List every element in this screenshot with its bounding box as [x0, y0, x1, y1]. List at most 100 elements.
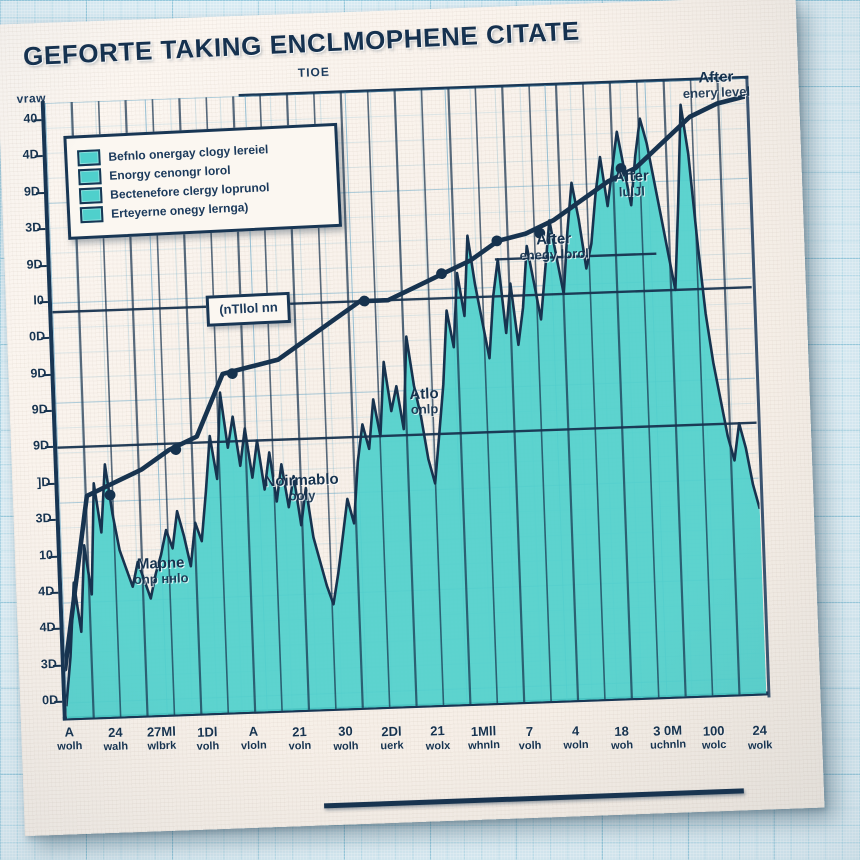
annotation-line-2: enery level — [682, 83, 751, 102]
x-tick-primary: A — [64, 724, 75, 740]
x-axis-tick-label: 100 wolc — [687, 722, 740, 754]
y-axis-tick-mark — [52, 664, 61, 667]
y-axis-tick-mark — [45, 446, 54, 449]
x-axis-tick-label: 3 0M uchnln — [641, 722, 694, 754]
annotation-after-top: After lulJl — [613, 167, 649, 200]
y-axis-tick-label: 3D — [35, 511, 52, 526]
y-axis-tick-label: 0D — [28, 329, 46, 344]
y-axis-tick-mark — [34, 155, 43, 158]
x-tick-secondary: vloln — [240, 739, 267, 753]
x-tick-secondary: uerk — [380, 739, 404, 753]
reference-line-label-text: (nTllol nn — [218, 299, 279, 318]
y-axis-tick-label: 9D — [23, 183, 41, 199]
x-tick-primary: 30 — [337, 723, 353, 740]
chart-subtitle: TIOE — [297, 64, 331, 80]
x-tick-secondary: wlbrk — [147, 739, 177, 754]
annotation-line-2: onp ннlo — [133, 570, 189, 588]
x-tick-secondary: uchnln — [649, 738, 687, 753]
x-tick-secondary: whnln — [467, 739, 501, 753]
annotation-after-early: Atlo onlp — [409, 385, 439, 418]
x-tick-primary: 100 — [702, 722, 725, 739]
x-tick-primary: 4 — [571, 723, 580, 739]
y-axis-tick-label: 4D — [39, 620, 56, 635]
x-tick-primary: 24 — [752, 722, 768, 739]
annotation-line-2: enegy lorol — [519, 245, 590, 264]
x-tick-primary: 2Dl — [381, 723, 402, 740]
annotation-line-2: ooly — [288, 487, 316, 504]
x-axis-tick-label: 4 woln — [549, 722, 602, 754]
y-axis-tick-label: 9D — [26, 256, 43, 272]
annotation-line-2: onlp — [410, 401, 439, 418]
y-axis-tick-mark — [39, 300, 48, 304]
y-axis-tick-label: 10 — [38, 547, 54, 562]
legend-swatch-icon — [78, 187, 103, 205]
y-axis-tick-mark — [43, 409, 52, 413]
legend-item-label: Erteyerne onegy lernga) — [110, 200, 249, 221]
x-tick-secondary: walh — [103, 740, 129, 754]
y-axis-tick-label: 3D — [40, 656, 58, 672]
chart-legend: Befnlo onergay clogy lereiel Enorgy ceno… — [63, 122, 343, 240]
x-axis-tick-label: 24 walh — [89, 723, 142, 755]
x-axis-tick-label: 21 wolx — [411, 723, 464, 755]
x-tick-primary: 27Ml — [146, 723, 177, 740]
y-axis-tick-label: 9D — [32, 438, 50, 453]
x-tick-secondary: wolk — [747, 738, 773, 752]
legend-swatch-icon — [77, 168, 102, 186]
x-axis-tick-label: 2Dl uerk — [365, 723, 418, 755]
x-tick-secondary: woln — [563, 739, 589, 753]
x-axis-tick-label: 21 voln — [273, 723, 326, 755]
y-axis-tick-mark — [47, 518, 56, 522]
annotation-line-2: lulJl — [618, 183, 646, 200]
annotation-mapse: Mapne onp ннlo — [133, 554, 189, 588]
y-axis-tick-label: 9D — [31, 402, 48, 417]
annotation-noticeable: Noirmablo ooly — [264, 471, 339, 506]
x-axis-tick-label: 27Ml wlbrk — [135, 723, 188, 755]
y-axis-tick-label: 3D — [25, 220, 42, 235]
x-tick-primary: A — [248, 723, 259, 740]
legend-swatch-icon — [77, 149, 101, 167]
chart-sheet-wrapper: GEFORTE TAKING ENCLMOPHENE CITATE TIOE v… — [0, 0, 825, 837]
x-axis-tick-label: 1Mll whnln — [457, 723, 510, 755]
x-axis-tick-label: 18 woh — [595, 722, 648, 754]
legend-swatch-icon — [79, 206, 104, 224]
annotation-after-energy-level-top: After enery level — [682, 68, 751, 103]
y-axis-tick-mark — [38, 264, 47, 267]
y-axis-tick-mark — [41, 337, 50, 340]
x-tick-secondary: woh — [610, 739, 634, 752]
x-axis-tick-label: 24 wolk — [733, 722, 786, 754]
x-tick-primary: 7 — [525, 723, 534, 739]
x-tick-primary: 24 — [107, 724, 123, 740]
y-axis-tick-mark — [37, 228, 46, 231]
y-axis-tick-label: 0D — [41, 692, 59, 708]
y-axis-tick-label: 4D — [22, 147, 39, 163]
x-tick-secondary: wolx — [425, 739, 451, 753]
x-tick-secondary: wolh — [57, 740, 83, 754]
y-axis-tick-label: 40 — [23, 111, 38, 126]
y-axis-tick-label: ]D — [36, 474, 51, 490]
x-tick-primary: 21 — [430, 723, 446, 739]
x-tick-primary: 18 — [614, 723, 630, 739]
y-axis-tick-mark — [51, 627, 60, 631]
y-axis-tick-label: l0 — [33, 292, 45, 308]
x-tick-secondary: wolh — [333, 739, 359, 753]
x-tick-primary: 3 0M — [652, 722, 683, 739]
y-axis-tick-label: 9D — [30, 365, 47, 381]
chart-paper-sheet: GEFORTE TAKING ENCLMOPHENE CITATE TIOE v… — [0, 0, 825, 837]
x-tick-secondary: wolc — [701, 738, 727, 752]
legend-item-label: Enorgy cenongr lorol — [108, 163, 231, 183]
x-axis-tick-label: 30 wolh — [319, 723, 372, 755]
x-tick-secondary: volh — [518, 739, 542, 753]
x-tick-secondary: volh — [196, 740, 220, 753]
x-axis-tick-label: 1Dl volh — [181, 723, 234, 755]
y-axis-tick-mark — [46, 482, 55, 485]
y-axis-tick-mark — [54, 700, 63, 703]
y-axis-tick-mark — [48, 555, 58, 558]
x-tick-primary: 1Dl — [196, 723, 218, 740]
x-tick-primary: 1Mll — [470, 723, 497, 740]
x-axis-tick-label: 7 volh — [503, 723, 556, 755]
y-axis-tick-mark — [35, 191, 45, 195]
y-axis-tick-mark — [50, 591, 59, 594]
annotation-after-energy-level-mid: After enegy lorol — [519, 230, 589, 265]
